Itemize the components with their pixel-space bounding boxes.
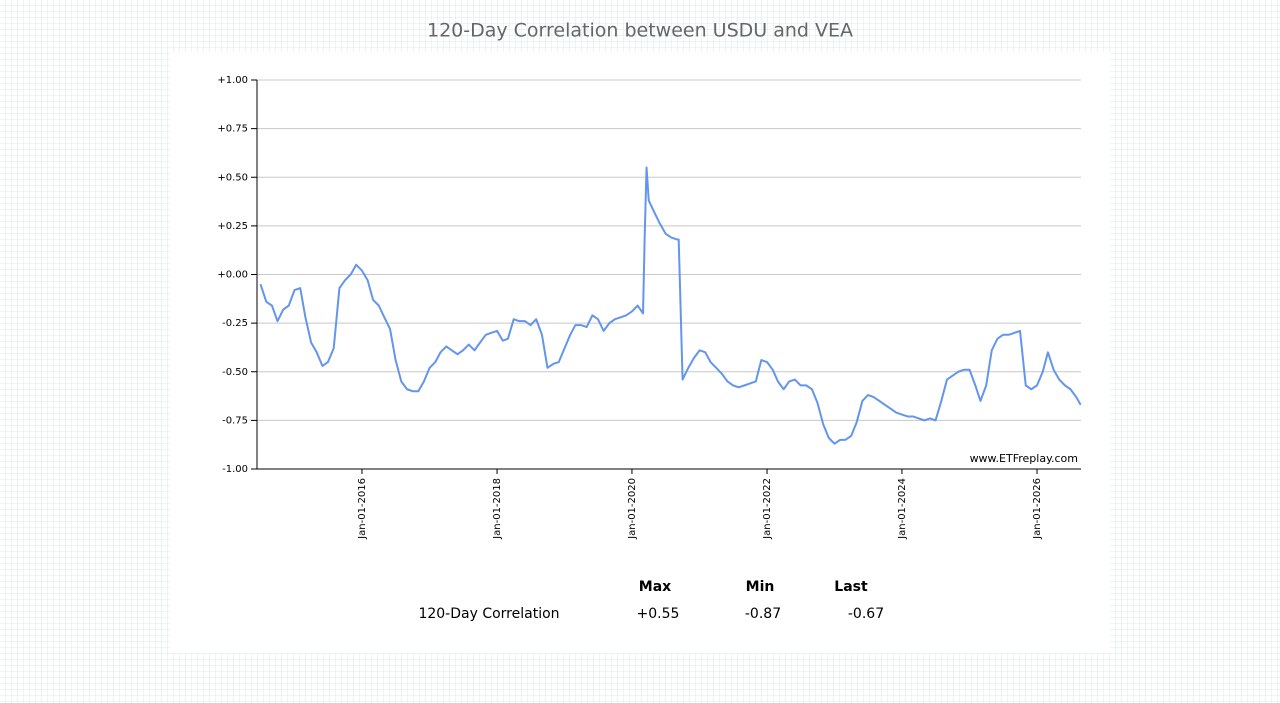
table-row-label: 120-Day Correlation [418, 606, 559, 622]
y-tick-label: -0.75 [222, 415, 248, 426]
table-cell: -0.87 [745, 606, 781, 622]
x-tick-label: Jan-01-2018 [492, 478, 503, 540]
y-tick-label: -0.25 [222, 318, 248, 329]
y-tick-label: +1.00 [217, 75, 248, 86]
x-tick-label: Jan-01-2020 [627, 478, 638, 540]
panel [170, 52, 1110, 653]
y-tick-label: -1.00 [222, 464, 248, 475]
x-tick-label: Jan-01-2024 [897, 478, 908, 540]
x-tick-label: Jan-01-2026 [1032, 478, 1043, 540]
y-tick-label: +0.00 [217, 270, 248, 281]
chart-title: 120-Day Correlation between USDU and VEA [427, 20, 853, 42]
table-header: Min [746, 579, 775, 595]
plot: -1.00 -0.75 -0.50 -0.25 +0.00 +0.25 +0.50 +0.75… [217, 75, 1082, 540]
watermark: www.ETFreplay.com [970, 452, 1078, 465]
table-cell: +0.55 [637, 606, 680, 622]
table-header: Last [834, 579, 868, 595]
y-tick-label: +0.25 [217, 221, 248, 232]
table-cell: -0.67 [848, 606, 884, 622]
y-tick-label: -0.50 [222, 367, 248, 378]
x-tick-label: Jan-01-2022 [762, 478, 773, 540]
y-tick-label: +0.50 [217, 172, 248, 183]
series-line [259, 166, 1082, 445]
table-header: Max [639, 579, 671, 595]
y-tick-label: +0.75 [217, 124, 248, 135]
x-tick-label: Jan-01-2016 [357, 478, 368, 540]
